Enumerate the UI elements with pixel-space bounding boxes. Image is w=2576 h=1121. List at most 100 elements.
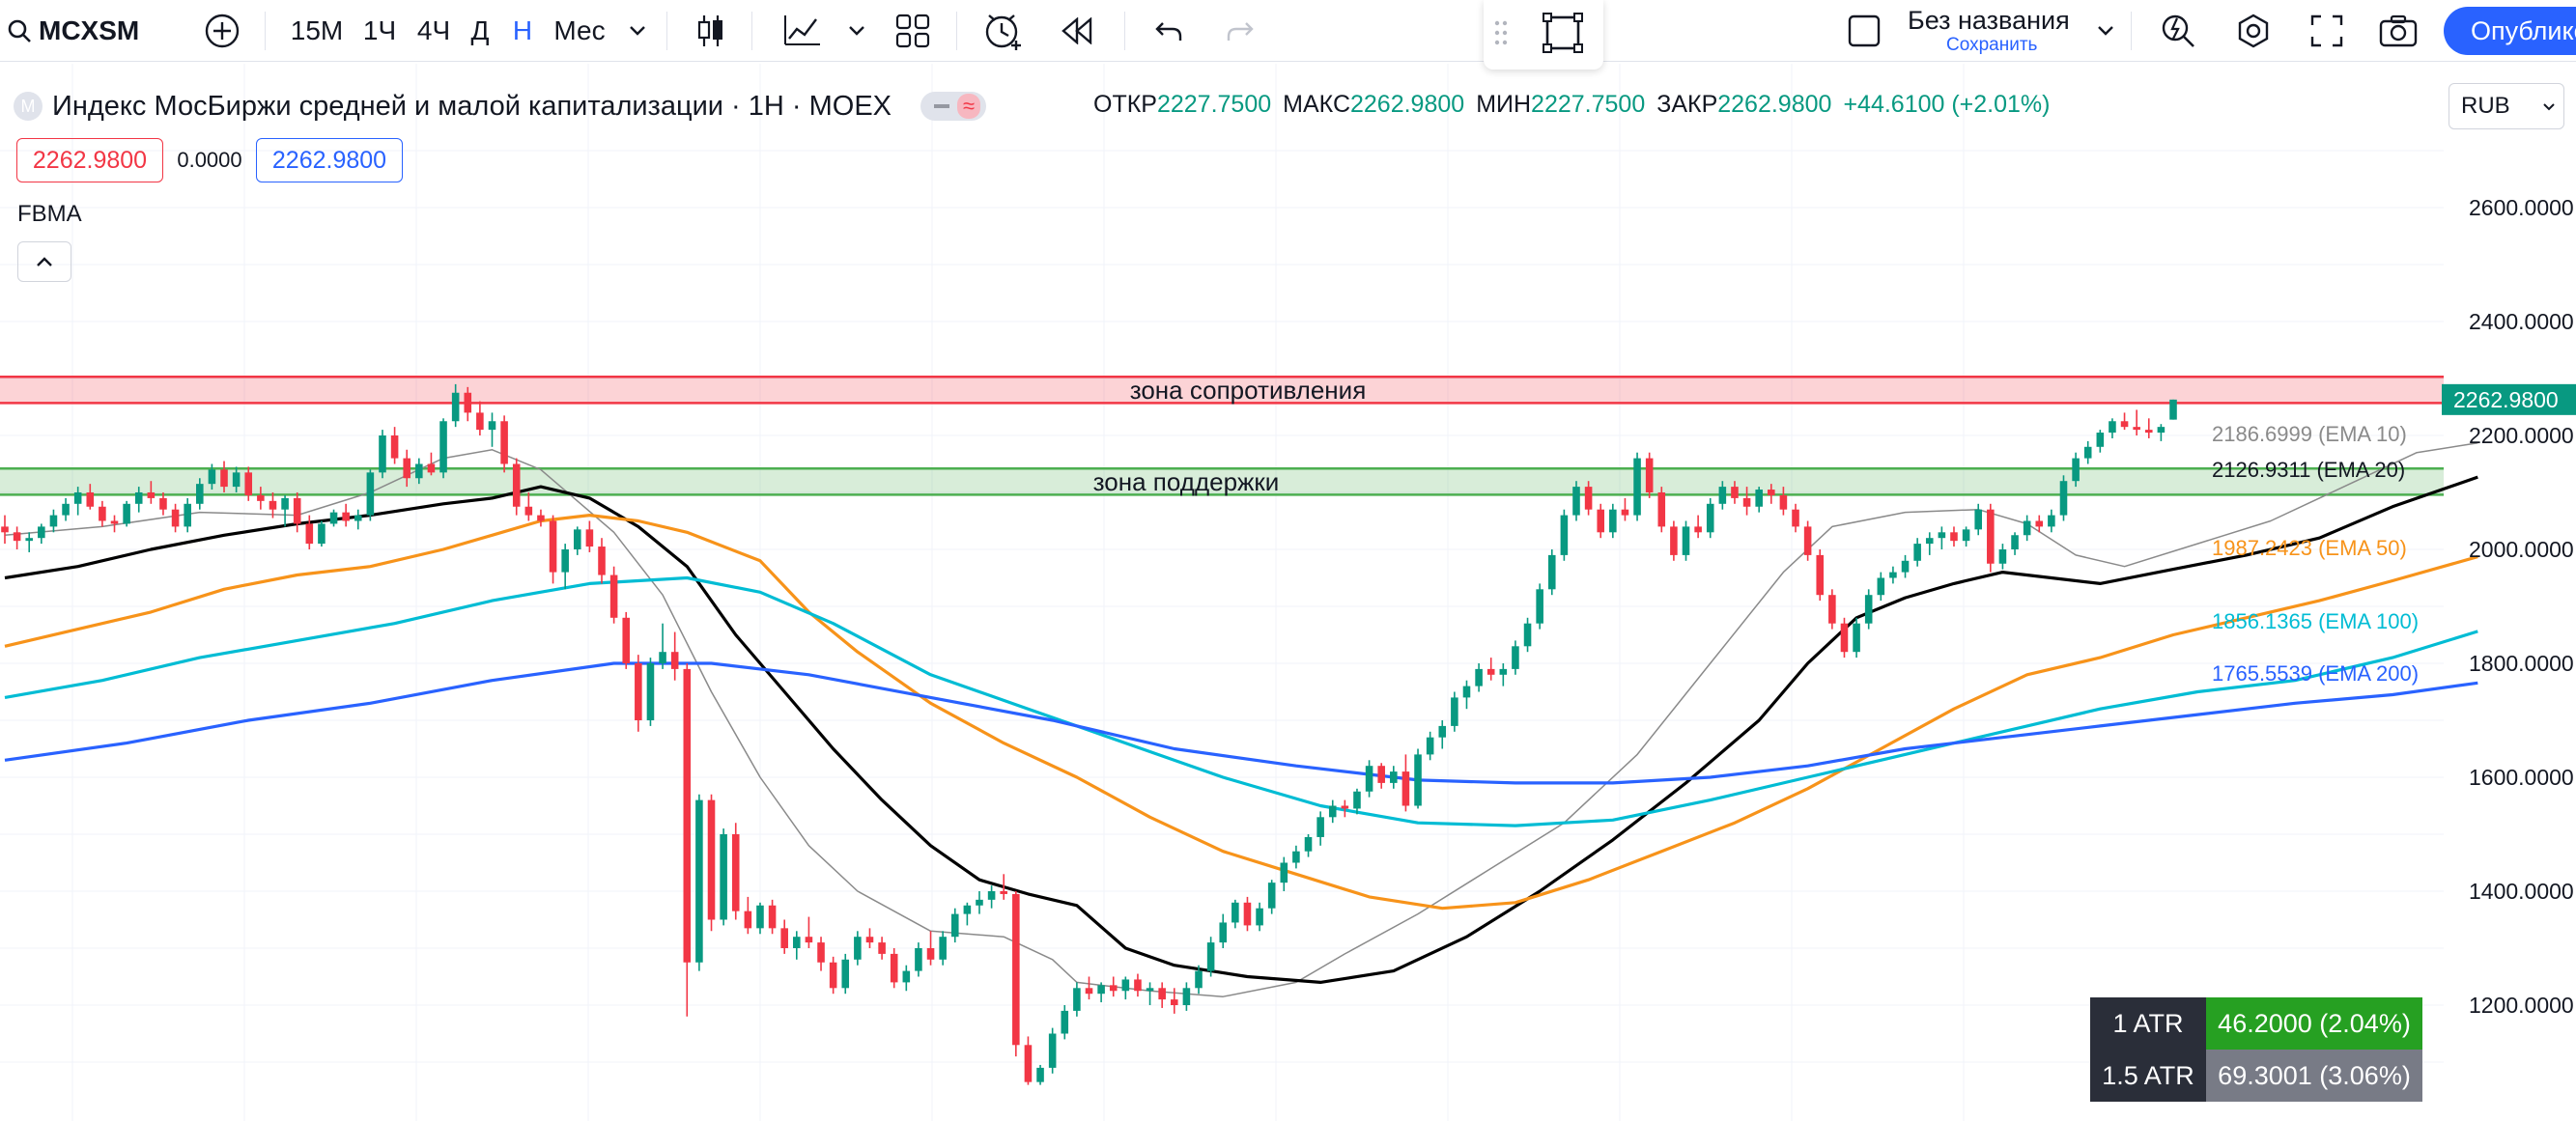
candle-body <box>1499 668 1508 675</box>
candle-body <box>622 617 631 663</box>
candle-body <box>1779 494 1788 510</box>
candle-body <box>1792 509 1799 527</box>
fullscreen-icon[interactable] <box>2307 0 2347 62</box>
candle-body <box>646 663 655 720</box>
buy-button[interactable]: 2262.9800 <box>256 138 403 182</box>
rectangle-tool-icon[interactable] <box>1542 12 1584 59</box>
candle-body <box>220 469 228 488</box>
candle-body <box>1731 487 1739 498</box>
layout-save-link[interactable]: Сохранить <box>1946 35 2038 55</box>
buy-price: 2262.9800 <box>271 146 387 174</box>
quick-search-icon[interactable] <box>2158 0 2198 62</box>
compare-add-icon[interactable] <box>199 0 245 62</box>
candle-body <box>683 668 692 963</box>
candle-body <box>1523 623 1532 647</box>
candle-body <box>1962 529 1970 542</box>
candle-body <box>537 515 545 521</box>
drag-handle-icon[interactable] <box>1493 17 1509 53</box>
candle-body <box>2048 515 2055 527</box>
candle-body <box>1512 646 1519 669</box>
interval-month[interactable]: Мес <box>551 0 609 62</box>
candle-body <box>524 506 533 516</box>
chevron-down-icon[interactable] <box>846 0 867 62</box>
candle-body <box>184 503 191 527</box>
interval-4h[interactable]: 4Ч <box>413 0 454 62</box>
candle-body <box>2059 481 2068 516</box>
candle-body <box>1109 985 1118 992</box>
candle-body <box>390 435 399 459</box>
search-icon[interactable] <box>0 0 39 62</box>
candle-body <box>1901 560 1910 573</box>
candle-body <box>1694 526 1702 533</box>
candle-body <box>549 520 557 573</box>
layout-square-icon[interactable] <box>1845 0 1883 62</box>
candle-body <box>1536 589 1543 624</box>
ema-line <box>4 575 2478 827</box>
chevron-up-icon <box>37 257 52 266</box>
indicator-label[interactable]: FBMA <box>17 201 82 227</box>
sell-button[interactable]: 2262.9800 <box>16 138 163 182</box>
sell-price: 2262.9800 <box>32 146 148 174</box>
symbol-search-button[interactable]: MCXSM <box>39 0 155 62</box>
collapse-legend-button[interactable] <box>17 241 71 282</box>
atr-value: 69.3001 (3.06%) <box>2206 1050 2422 1102</box>
interval-day[interactable]: Д <box>466 0 495 62</box>
alert-clock-icon[interactable] <box>981 0 1026 62</box>
candle-body <box>793 937 801 948</box>
candle-body <box>854 937 862 960</box>
layout-name: Без названия <box>1908 6 2070 35</box>
camera-icon[interactable] <box>2376 0 2420 62</box>
currency-select[interactable]: RUB <box>2449 83 2564 129</box>
candle-body <box>1158 988 1166 1000</box>
chart-pane[interactable]: зона сопротивления зона поддержки 2186.699… <box>0 64 2576 1121</box>
price-chart[interactable]: зона сопротивления зона поддержки 2186.699… <box>0 64 2576 1121</box>
price-axis-tick: 1200.0000 <box>2469 993 2574 1018</box>
approx-icon: ≈ <box>957 94 981 119</box>
candle-body <box>500 421 508 464</box>
candle-body <box>1987 509 1995 564</box>
publish-button[interactable]: Опублико <box>2444 7 2576 55</box>
chart-title[interactable]: Индекс МосБиржи средней и малой капитали… <box>52 90 892 122</box>
candle-body <box>2096 433 2105 447</box>
templates-grid-icon[interactable] <box>892 0 933 62</box>
ema-value-label: 1856.1365 (EMA 100) <box>2212 609 2419 633</box>
ohlc-low-label: МИН <box>1476 91 1532 118</box>
candle-body <box>976 899 983 906</box>
candle-body <box>1742 497 1751 507</box>
legend-toggle[interactable]: ≈ <box>920 92 987 121</box>
candle-body <box>476 412 484 431</box>
candles-chart-type-icon[interactable] <box>692 0 730 62</box>
ohlc-close-value: 2262.9800 <box>1717 91 1832 118</box>
interval-1h[interactable]: 1Ч <box>359 0 400 62</box>
undo-icon[interactable] <box>1149 0 1188 62</box>
indicators-icon[interactable] <box>780 0 825 62</box>
spread-value: 0.0000 <box>170 138 249 182</box>
settings-gear-icon[interactable] <box>2233 0 2274 62</box>
candle-body <box>1451 697 1458 726</box>
candle-body <box>841 959 850 989</box>
candle-body <box>1 526 9 533</box>
zone-label: зона сопротивления <box>1130 376 1367 405</box>
chevron-down-icon[interactable] <box>2094 0 2117 62</box>
replay-icon[interactable] <box>1057 0 1097 62</box>
redo-icon[interactable] <box>1221 0 1260 62</box>
candle-body <box>1316 817 1324 837</box>
interval-week[interactable]: Н <box>508 0 537 62</box>
candle-body <box>2011 535 2019 549</box>
ohlc-high-label: МАКС <box>1283 91 1350 118</box>
candle-body <box>171 509 180 527</box>
candle-body <box>1414 754 1422 806</box>
candle-body <box>2133 427 2140 431</box>
candle-body <box>1024 1045 1033 1082</box>
candle-body <box>720 834 727 920</box>
dash-icon <box>934 104 950 108</box>
candle-body <box>1998 549 2007 564</box>
candle-body <box>1621 509 1629 516</box>
chevron-down-icon[interactable] <box>626 0 649 62</box>
candle-body <box>890 953 898 983</box>
candle-body <box>439 421 447 473</box>
interval-15m[interactable]: 15M <box>288 0 346 62</box>
candle-body <box>829 962 837 989</box>
candle-body <box>1816 554 1825 596</box>
spread-text: 0.0000 <box>177 148 242 172</box>
